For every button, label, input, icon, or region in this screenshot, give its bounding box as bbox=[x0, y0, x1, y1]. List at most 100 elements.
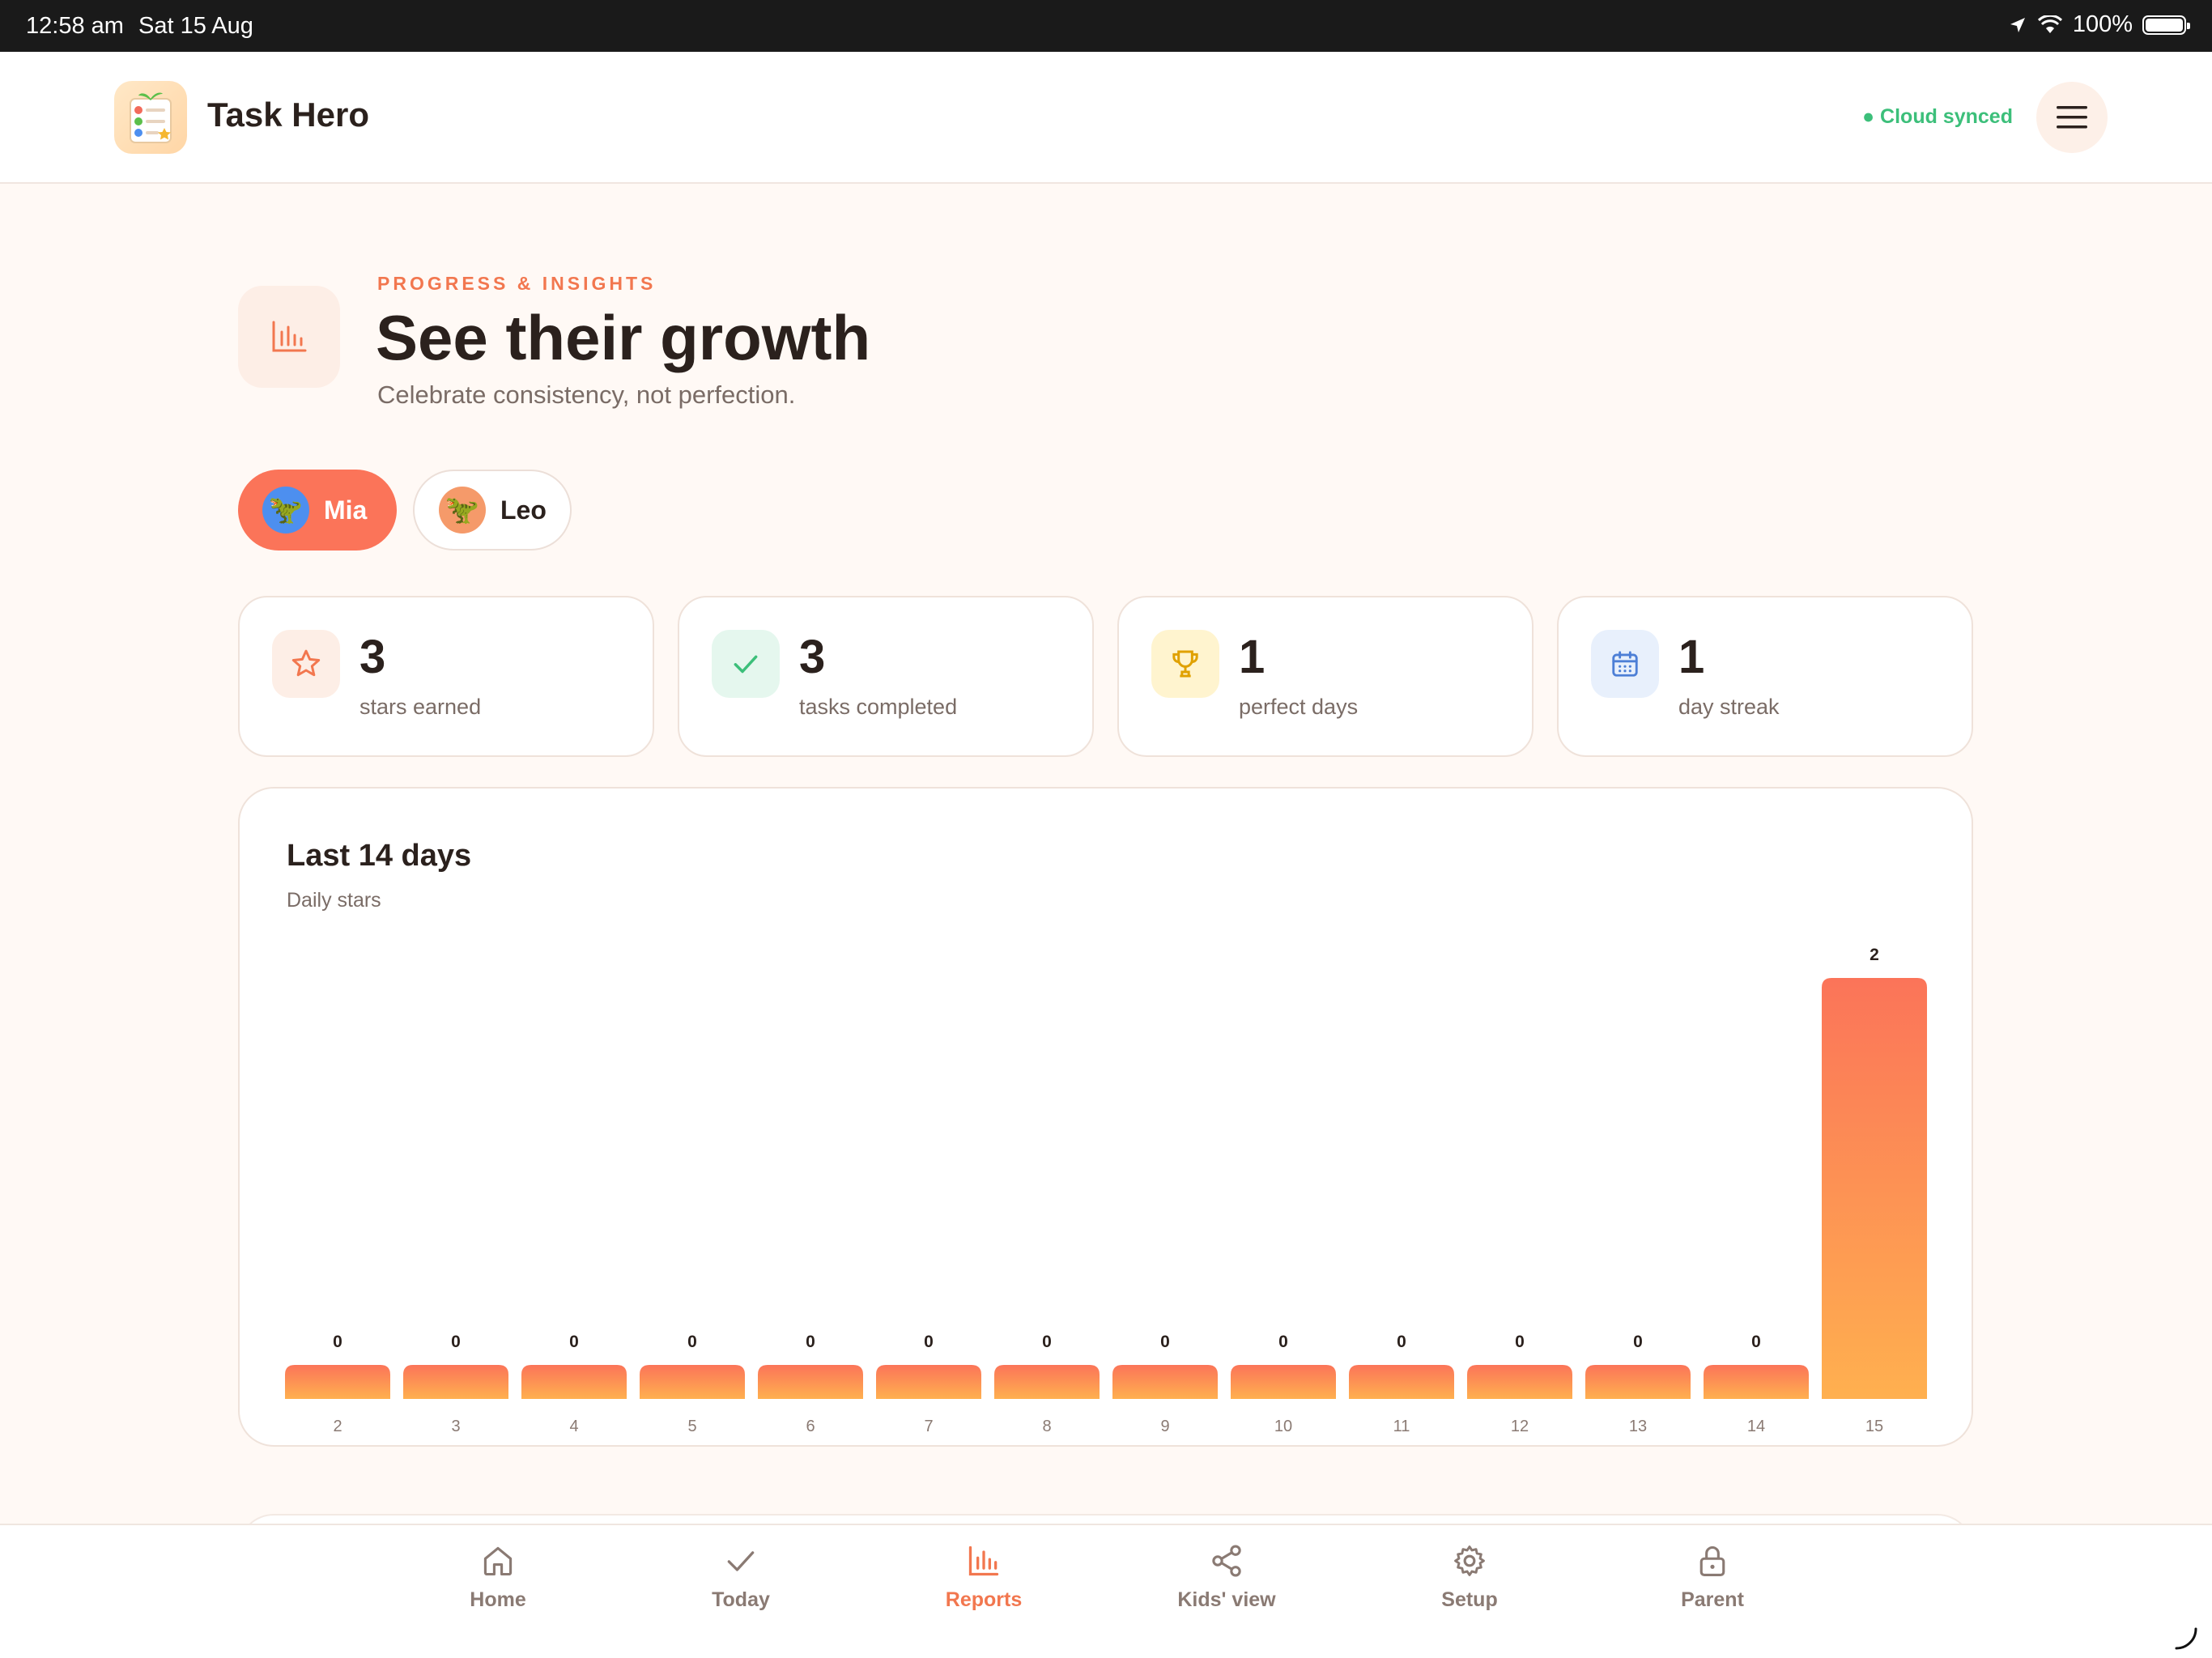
bar-value-label: 0 bbox=[1160, 1333, 1170, 1351]
stat-label: perfect days bbox=[1239, 695, 1359, 719]
x-tick-label: 2 bbox=[333, 1418, 342, 1435]
status-time: 12:58 am bbox=[26, 13, 124, 39]
stat-label: stars earned bbox=[359, 695, 482, 719]
chart-bar bbox=[876, 1365, 981, 1399]
bar-value-label: 0 bbox=[333, 1333, 342, 1351]
bar-value-label: 0 bbox=[806, 1333, 815, 1351]
page-title: See their growth bbox=[376, 302, 871, 373]
chart-bar bbox=[1704, 1365, 1809, 1399]
kid-chip-mia[interactable]: 🦖 Mia bbox=[238, 470, 397, 551]
x-tick-label: 6 bbox=[806, 1418, 815, 1435]
stat-value: 1 bbox=[1239, 631, 1266, 683]
bar-value-label: 0 bbox=[1042, 1333, 1052, 1351]
battery-percent: 100% bbox=[2072, 11, 2133, 37]
x-tick-label: 8 bbox=[1042, 1418, 1051, 1435]
tab-parent[interactable]: Parent bbox=[1631, 1543, 1793, 1612]
stat-card-tasks: 3 tasks completed bbox=[678, 596, 1094, 757]
bar-value-label: 0 bbox=[924, 1333, 934, 1351]
chart-bar bbox=[1112, 1365, 1218, 1399]
bar-value-label: 0 bbox=[451, 1333, 461, 1351]
bar-value-label: 0 bbox=[1633, 1333, 1643, 1351]
chart-bar bbox=[994, 1365, 1100, 1399]
bottom-tab-bar: Home Today Reports Kids' view Setup Pare… bbox=[0, 1524, 2212, 1658]
stat-card-streak: 1 day streak bbox=[1557, 596, 1973, 757]
chart-bar bbox=[758, 1365, 863, 1399]
status-bar: 12:58 am Sat 15 Aug 100% bbox=[0, 0, 2212, 52]
tab-label: Parent bbox=[1681, 1588, 1744, 1611]
x-tick-label: 5 bbox=[687, 1418, 696, 1435]
checklist-icon bbox=[130, 92, 172, 143]
kid-name: Leo bbox=[500, 495, 547, 525]
stat-card-stars: 3 stars earned bbox=[238, 596, 654, 757]
chart-bar bbox=[1467, 1365, 1572, 1399]
tab-setup[interactable]: Setup bbox=[1389, 1543, 1551, 1612]
stat-value: 3 bbox=[799, 631, 826, 683]
stat-label: day streak bbox=[1678, 695, 1780, 719]
avatar: 🦖 bbox=[262, 487, 309, 534]
home-icon bbox=[483, 1546, 513, 1576]
avatar: 🦖 bbox=[439, 487, 486, 534]
chart-subtitle: Daily stars bbox=[287, 889, 381, 912]
location-icon bbox=[2010, 17, 2025, 32]
x-tick-label: 3 bbox=[451, 1418, 460, 1435]
check-icon bbox=[727, 1551, 755, 1571]
trophy-icon bbox=[1151, 630, 1219, 698]
x-tick-label: 14 bbox=[1747, 1418, 1765, 1435]
bar-value-label: 0 bbox=[1751, 1333, 1761, 1351]
tab-label: Today bbox=[712, 1588, 770, 1611]
cloud-sync-status: ● Cloud synced bbox=[1862, 105, 2013, 128]
star-icon bbox=[272, 630, 340, 698]
menu-button[interactable] bbox=[2036, 82, 2108, 153]
tab-label: Setup bbox=[1441, 1588, 1498, 1611]
status-right: 100% bbox=[2008, 11, 2190, 38]
wifi-icon bbox=[2037, 15, 2062, 33]
stat-label: tasks completed bbox=[799, 695, 958, 719]
page-subtitle: Celebrate consistency, not perfection. bbox=[377, 380, 796, 409]
stat-value: 1 bbox=[1678, 631, 1705, 683]
tab-label: Home bbox=[470, 1588, 526, 1611]
x-tick-label: 13 bbox=[1629, 1418, 1647, 1435]
chart-bar bbox=[1822, 978, 1927, 1399]
x-tick-label: 4 bbox=[569, 1418, 578, 1435]
chart-bar bbox=[1585, 1365, 1691, 1399]
kid-chip-leo[interactable]: 🦖 Leo bbox=[413, 470, 572, 551]
chart-bar bbox=[521, 1365, 627, 1399]
x-tick-label: 11 bbox=[1393, 1418, 1410, 1435]
hamburger-icon bbox=[2057, 106, 2087, 129]
section-eyebrow: PROGRESS & INSIGHTS bbox=[377, 273, 657, 294]
chart-bar bbox=[1231, 1365, 1336, 1399]
bar-chart-icon bbox=[272, 321, 307, 352]
resize-handle-icon bbox=[2175, 1627, 2197, 1650]
check-icon bbox=[712, 630, 780, 698]
tab-reports[interactable]: Reports bbox=[903, 1543, 1065, 1612]
tab-label: Kids' view bbox=[1177, 1588, 1276, 1611]
bar-value-label: 0 bbox=[1515, 1333, 1525, 1351]
app-logo bbox=[114, 81, 187, 154]
daily-stars-chart-card: 0 2 0 3 0 4 0 5 0 6 0 7 0 8 0 9 0 10 0 11 0 12 0 13 0 14 2 15 Last … bbox=[238, 787, 1973, 1447]
calendar-icon bbox=[1591, 630, 1659, 698]
status-date: Sat 15 Aug bbox=[138, 13, 253, 39]
tab-home[interactable]: Home bbox=[417, 1543, 579, 1612]
lock-icon bbox=[1699, 1546, 1725, 1576]
daily-stars-chart: 0 2 0 3 0 4 0 5 0 6 0 7 0 8 0 9 0 10 0 11 0 12 0 13 0 14 2 15 bbox=[285, 946, 1927, 1435]
kid-name: Mia bbox=[324, 495, 368, 525]
reports-hero-icon bbox=[238, 286, 340, 388]
battery-icon bbox=[2142, 15, 2190, 35]
chart-bar bbox=[403, 1365, 508, 1399]
x-tick-label: 10 bbox=[1274, 1418, 1292, 1435]
stat-value: 3 bbox=[359, 631, 386, 683]
bar-value-label: 0 bbox=[1278, 1333, 1288, 1351]
share-icon bbox=[1212, 1545, 1241, 1577]
tab-kids-view[interactable]: Kids' view bbox=[1146, 1543, 1308, 1612]
bar-value-label: 0 bbox=[687, 1333, 697, 1351]
x-tick-label: 15 bbox=[1865, 1418, 1883, 1435]
app-header: Task Hero ● Cloud synced bbox=[0, 52, 2212, 184]
gear-icon bbox=[1454, 1545, 1485, 1576]
tab-today[interactable]: Today bbox=[660, 1543, 822, 1612]
tab-label: Reports bbox=[945, 1588, 1023, 1611]
chart-bar bbox=[1349, 1365, 1454, 1399]
app-title: Task Hero bbox=[207, 96, 369, 134]
chart-title: Last 14 days bbox=[287, 839, 472, 873]
bar-value-label: 0 bbox=[569, 1333, 579, 1351]
x-tick-label: 12 bbox=[1511, 1418, 1529, 1435]
